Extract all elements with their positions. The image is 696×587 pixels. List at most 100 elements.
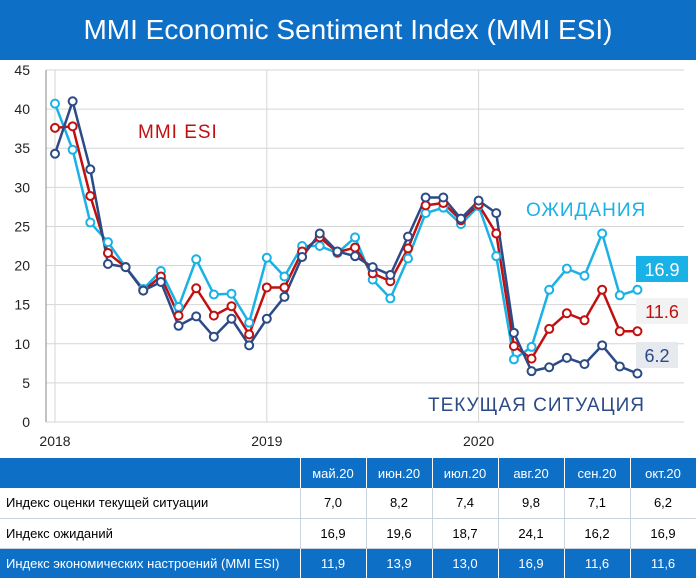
data-point-esi [632, 326, 643, 337]
data-point-esi [173, 310, 184, 321]
table-cell: 7,0 [300, 488, 367, 519]
table-corner [0, 458, 301, 488]
data-point-current [473, 195, 484, 206]
chart-title-bar: MMI Economic Sentiment Index (MMI ESI) [0, 0, 696, 60]
data-point-current [508, 327, 519, 338]
table-cell: 11,6 [564, 548, 631, 578]
data-point-expectations [385, 293, 396, 304]
row-label: Индекс оценки текущей ситуации [0, 488, 301, 519]
data-point-esi [191, 283, 202, 294]
table-cell: 6,2 [630, 488, 696, 519]
y-tick-label: 45 [14, 62, 30, 78]
data-point-expectations [350, 232, 361, 243]
x-tick-label: 2018 [39, 433, 70, 449]
column-header: май.20 [300, 458, 367, 488]
table-cell: 13,0 [432, 548, 499, 578]
data-point-current [191, 311, 202, 322]
data-point-current [85, 164, 96, 175]
data-point-esi [491, 228, 502, 239]
table-cell: 13,9 [366, 548, 433, 578]
data-point-esi [526, 353, 537, 364]
data-point-current [597, 340, 608, 351]
data-point-expectations [102, 237, 113, 248]
data-point-current [544, 362, 555, 373]
end-expectations-box [636, 256, 688, 282]
data-point-current [138, 285, 149, 296]
y-tick-label: 20 [14, 258, 30, 274]
data-point-esi [244, 329, 255, 340]
data-point-expectations [191, 254, 202, 265]
data-point-expectations [403, 253, 413, 264]
data-point-esi [508, 341, 519, 352]
end-esi-value: 11.6 [645, 302, 679, 322]
y-tick-label: 5 [22, 375, 30, 391]
data-point-current [261, 313, 272, 324]
data-point-esi [261, 282, 272, 293]
data-point-expectations [491, 251, 502, 262]
data-point-expectations [244, 317, 255, 328]
column-header: сен.20 [564, 458, 631, 488]
data-point-current [561, 352, 572, 363]
data-point-current [420, 192, 431, 203]
data-point-current [102, 258, 113, 269]
data-point-current [385, 269, 396, 280]
data-point-current [244, 340, 255, 351]
data-point-current [314, 228, 325, 239]
table-cell: 7,1 [564, 488, 631, 519]
series-lines [53, 100, 638, 375]
row-label: Индекс ожиданий [0, 518, 301, 549]
end-expectations-value: 16.9 [644, 260, 679, 280]
data-point-current [155, 276, 166, 287]
x-tick-label: 2019 [251, 433, 282, 449]
data-point-current [332, 246, 343, 257]
index-table: май.20 июн.20 июл.20 авг.20 сен.20 окт.2… [0, 458, 696, 578]
expectations-series-label: ОЖИДАНИЯ [526, 200, 646, 221]
data-point-current [208, 331, 219, 342]
y-tick-label: 30 [14, 179, 30, 195]
table-cell: 19,6 [366, 518, 433, 549]
data-point-expectations [314, 241, 325, 251]
data-point-current [614, 361, 625, 372]
table-cell: 24,1 [498, 518, 565, 549]
y-tick-label: 0 [22, 414, 30, 430]
table-cell: 16,9 [498, 548, 565, 578]
data-point-current [403, 231, 413, 242]
data-point-current [491, 208, 502, 219]
data-point-expectations [561, 263, 572, 274]
data-point-current [367, 262, 378, 273]
table-cell: 16,2 [564, 518, 631, 549]
data-point-expectations [614, 290, 625, 301]
data-point-current [50, 148, 60, 159]
table-cell: 11,9 [300, 548, 367, 578]
data-point-current [173, 320, 184, 331]
data-point-esi [614, 326, 625, 337]
table-row-esi: Индекс экономических настроений (MMI ESI… [0, 548, 696, 578]
column-header: июн.20 [366, 458, 433, 488]
data-point-current [350, 251, 361, 262]
table-cell: 8,2 [366, 488, 433, 519]
table-cell: 7,4 [432, 488, 499, 519]
x-axis-ticks: 2018 2019 2020 [39, 433, 494, 449]
y-axis-ticks: 0 5 10 15 20 25 30 35 40 45 [14, 62, 30, 430]
data-point-expectations [526, 341, 537, 352]
series-line-current [53, 100, 638, 375]
row-label: Индекс экономических настроений (MMI ESI… [0, 548, 301, 578]
data-point-esi [279, 282, 290, 293]
data-point-esi [50, 122, 60, 133]
current-series-label: ТЕКУЩАЯ СИТУАЦИЯ [428, 395, 645, 416]
table-header-row: май.20 июн.20 июл.20 авг.20 сен.20 окт.2… [0, 458, 696, 488]
data-point-expectations [632, 284, 643, 295]
line-chart: 0 5 10 15 20 25 30 35 40 45 2018 2019 2020 MMI ESI … [0, 60, 696, 456]
data-point-expectations [508, 354, 519, 365]
column-header: окт.20 [630, 458, 696, 488]
data-point-current [632, 368, 643, 379]
y-tick-label: 15 [14, 297, 30, 313]
data-point-esi [226, 301, 237, 312]
data-point-esi [561, 308, 572, 319]
end-current-box [636, 342, 678, 368]
data-point-esi [544, 323, 555, 334]
data-point-esi [420, 200, 431, 211]
data-point-expectations [597, 228, 608, 239]
table-cell: 18,7 [432, 518, 499, 549]
